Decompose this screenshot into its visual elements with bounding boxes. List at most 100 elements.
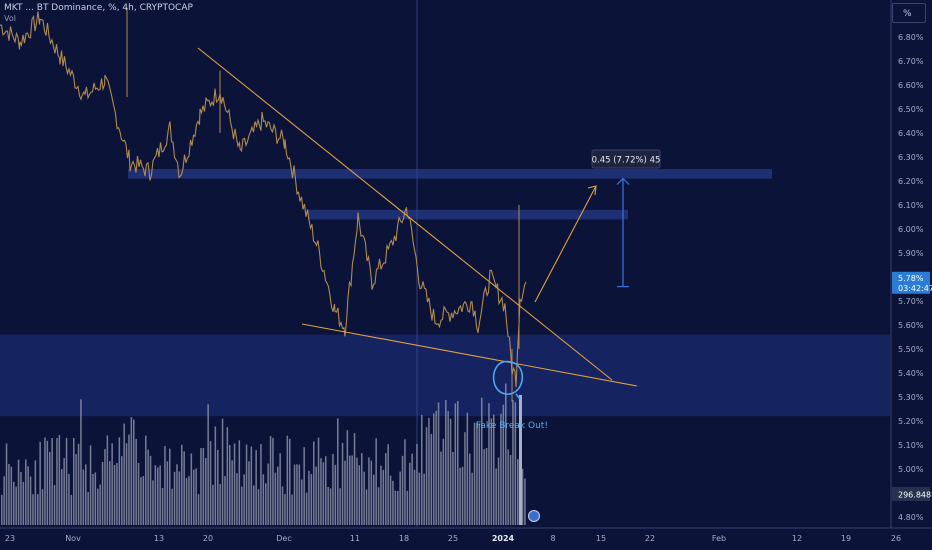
volume-bar <box>149 455 152 525</box>
volume-bar <box>433 413 435 525</box>
volume-bar <box>34 460 37 525</box>
volume-bar <box>392 480 394 525</box>
volume-bar <box>56 438 58 525</box>
volume-bar <box>226 427 229 525</box>
volume-bar <box>109 461 111 525</box>
volume-bar <box>399 471 401 525</box>
axis-unit-button[interactable]: % <box>892 3 926 23</box>
volume-bar <box>344 460 346 525</box>
volume-bar <box>101 462 104 525</box>
volume-bar <box>293 464 296 525</box>
volume-bar <box>22 481 25 525</box>
volume-bar <box>25 459 27 525</box>
volume-bar <box>231 460 233 525</box>
volume-bar <box>380 465 382 525</box>
volume-bar <box>106 435 109 525</box>
volume-bar <box>53 485 56 525</box>
volume-bar <box>428 417 430 525</box>
symbol-header: MKT ... BT Dominance, %, 4h, CRYPTOCAP V… <box>4 3 193 23</box>
volume-bar <box>73 437 75 525</box>
volume-bar <box>241 486 243 525</box>
trendline-lower <box>301 323 638 387</box>
y-tick-label: 5.50% <box>898 345 924 354</box>
volume-bar <box>272 437 274 525</box>
volume-bar <box>313 441 315 525</box>
volume-bar <box>176 464 178 525</box>
volume-bar <box>497 457 500 525</box>
volume-bar <box>5 443 8 525</box>
volume-bar <box>61 469 63 525</box>
volume-bar <box>121 456 123 525</box>
volume-bar <box>373 474 375 525</box>
x-tick-label: 12 <box>792 534 802 543</box>
volume-bar <box>200 448 202 525</box>
volume-bar <box>260 444 262 525</box>
volume-bar <box>257 489 260 525</box>
volume-bar <box>85 464 87 525</box>
x-tick-label: 2024 <box>492 534 515 543</box>
volume-bar <box>49 452 51 525</box>
trendline-upper <box>197 47 613 381</box>
projection-arrow <box>534 185 597 303</box>
x-tick-label: 13 <box>154 534 164 543</box>
volume-bar <box>325 456 327 525</box>
volume-bar <box>20 472 22 525</box>
volume-bar <box>346 430 349 525</box>
volume-bar <box>466 412 469 525</box>
volume-bar <box>46 440 49 525</box>
volume-bar <box>1 495 3 525</box>
annotation-text: Fake Break Out! <box>476 421 548 431</box>
volume-bar <box>365 489 368 525</box>
y-tick-label: 4.80% <box>898 513 924 522</box>
volume-bar <box>185 478 188 525</box>
volume-bar <box>481 397 483 525</box>
volume-bar <box>305 492 308 525</box>
volume-bar <box>137 463 140 525</box>
volume-bar <box>341 443 344 525</box>
volume-bar <box>142 476 145 525</box>
x-tick-label: 19 <box>841 534 851 543</box>
volume-bar <box>440 451 442 525</box>
volume-bar <box>476 422 478 525</box>
volume-bar <box>221 418 224 525</box>
volume-bar <box>164 446 166 525</box>
volume-bar <box>421 414 423 525</box>
volume-bar <box>39 441 41 525</box>
volume-bar <box>289 438 291 525</box>
volume-bar <box>315 466 317 525</box>
volume-bar <box>281 486 284 525</box>
volume-bar <box>507 449 509 525</box>
volume-bar <box>334 464 337 525</box>
volume-bar <box>406 490 409 525</box>
volume-bar <box>193 469 195 525</box>
volume-bar <box>152 480 154 525</box>
volume-bar <box>125 443 128 525</box>
volume-bar <box>130 417 133 525</box>
y-tick-label: 6.80% <box>898 33 924 42</box>
volume-bar <box>445 400 447 525</box>
volume-bar <box>118 437 121 525</box>
volume-bar <box>351 455 353 525</box>
x-tick-label: 8 <box>550 534 555 543</box>
volume-bar <box>217 449 219 525</box>
volume-bar <box>469 453 471 525</box>
volume-bar <box>317 437 320 525</box>
volume-bar <box>8 464 10 525</box>
volume-bar <box>104 449 106 525</box>
volume-bar <box>169 448 171 525</box>
y-tick-label: 6.20% <box>898 177 924 186</box>
volume-bar <box>70 494 73 525</box>
volume-indicator-label: Vol <box>4 14 16 23</box>
volume-bar <box>171 488 173 525</box>
volume-bar <box>212 484 214 525</box>
measure-arrowhead <box>616 177 630 186</box>
volume-bar <box>483 449 485 525</box>
volume-bar <box>485 448 488 525</box>
volume-bar <box>17 459 20 525</box>
volume-bar <box>255 450 257 525</box>
volume-bar <box>209 441 212 525</box>
volume-bar <box>262 474 265 525</box>
y-tick-label: 5.20% <box>898 417 924 426</box>
